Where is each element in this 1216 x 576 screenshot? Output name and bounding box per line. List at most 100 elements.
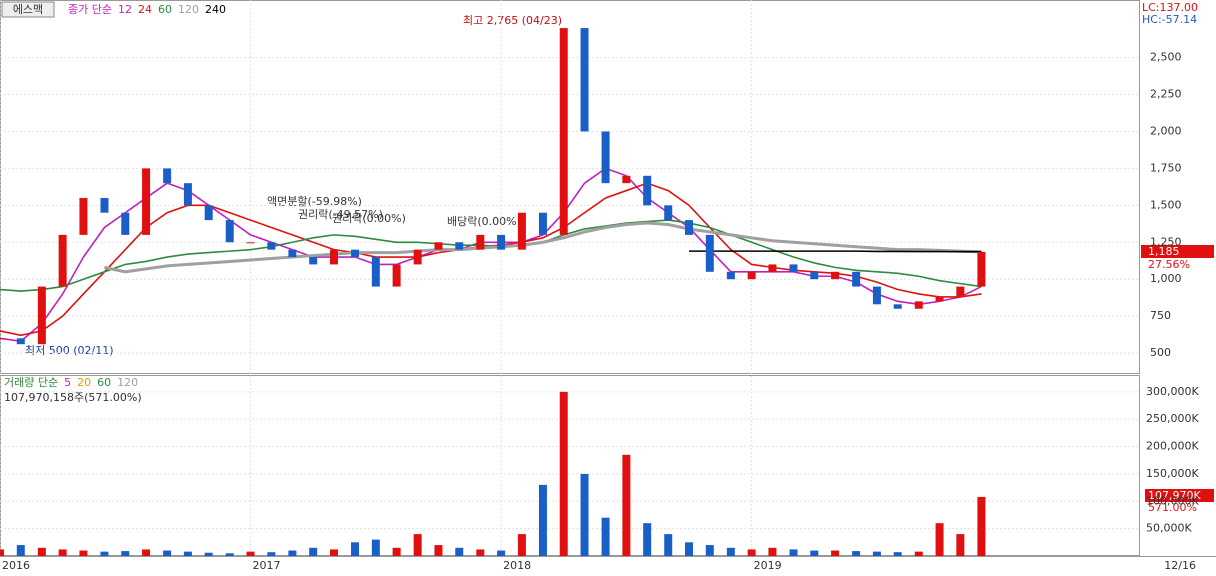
volume-summary: 107,970,158주(571.00%): [4, 391, 142, 404]
candle: [267, 242, 276, 250]
dividend-label: 배당락(0.00%): [447, 215, 521, 228]
candle: [204, 205, 213, 221]
candle: [497, 234, 506, 250]
y-tick-label: 1,250: [1150, 235, 1182, 248]
last-volume-change: 571.00%: [1148, 501, 1197, 514]
stock-name: 에스맥: [13, 3, 43, 16]
candle: [371, 257, 380, 287]
volume-bar: [329, 549, 338, 556]
volume-bar: [538, 484, 547, 556]
volume-tick-label: 300,000K: [1146, 385, 1199, 398]
y-tick-label: 2,500: [1150, 51, 1182, 64]
hc-label: HC:-57.14: [1142, 13, 1197, 26]
volume-bar: [789, 549, 798, 556]
candle: [559, 28, 568, 235]
volume-bar: [622, 454, 631, 556]
legend-entry: 12: [118, 3, 132, 16]
candle: [434, 242, 443, 250]
rights-label: 권리락(-49.57%): [298, 208, 383, 221]
volume-bar: [121, 551, 130, 556]
candle: [163, 168, 172, 184]
legend-entry: 120: [178, 3, 199, 16]
candle: [58, 234, 67, 287]
volume-bar: [225, 553, 234, 556]
split-label: 액면분할(-59.98%): [267, 195, 362, 208]
volume-bar: [664, 534, 673, 556]
candle: [538, 212, 547, 235]
volume-legend-entry: 5: [64, 376, 71, 389]
volume-bar: [580, 473, 589, 556]
volume-bar: [204, 552, 213, 556]
volume-legend-entry: 120: [117, 376, 138, 389]
candle: [329, 249, 338, 265]
volume-bar: [747, 549, 756, 556]
volume-bar: [37, 547, 46, 556]
volume-bar: [977, 496, 986, 556]
volume-legend: 거래량 단순: [4, 376, 58, 389]
low-label: 최저 500 (02/11): [25, 344, 114, 357]
rights2-label: 권리락(0.00%): [332, 212, 406, 225]
legend-entry: 60: [158, 3, 172, 16]
candle: [476, 234, 485, 250]
volume-bar: [768, 547, 777, 556]
volume-bar: [267, 552, 276, 556]
candle: [16, 338, 25, 345]
candle: [392, 264, 401, 287]
candle: [977, 251, 986, 287]
high-label: 최고 2,765 (04/23): [463, 14, 562, 27]
volume-tick-label: 150,000K: [1146, 467, 1199, 480]
y-tick-label: 1,750: [1150, 161, 1182, 174]
candle: [914, 301, 923, 309]
volume-bar: [852, 551, 861, 556]
candle: [831, 271, 840, 280]
candle: [685, 220, 694, 235]
volume-bar: [434, 545, 443, 556]
candle: [747, 271, 756, 280]
x-tick-label: 2019: [754, 559, 782, 572]
candle: [601, 131, 610, 184]
volume-bar: [79, 550, 88, 556]
volume-bar: [705, 545, 714, 556]
candle: [852, 271, 861, 287]
volume-bar: [643, 523, 652, 556]
volume-bar: [956, 534, 965, 556]
ma-line: [104, 221, 982, 274]
x-end-label: 12/16: [1164, 559, 1196, 572]
y-tick-label: 1,500: [1150, 198, 1182, 211]
y-tick-label: 500: [1150, 346, 1171, 359]
volume-bar: [559, 391, 568, 556]
last-volume-box: [1145, 489, 1214, 502]
candle: [789, 264, 798, 272]
candle: [183, 183, 192, 206]
volume-bar: [142, 549, 151, 556]
candle: [225, 220, 234, 243]
candle: [622, 175, 631, 184]
volume-legend-entry: 20: [77, 376, 91, 389]
last-price: 1,185: [1148, 245, 1180, 258]
volume-tick-label: 200,000K: [1146, 440, 1199, 453]
volume-bar: [685, 542, 694, 556]
volume-bar: [601, 517, 610, 556]
volume-bar: [100, 551, 109, 556]
candle: [100, 197, 109, 213]
volume-bar: [455, 547, 464, 556]
price-panel: [0, 0, 1140, 374]
candle: [142, 168, 151, 235]
candle: [121, 212, 130, 235]
stock-box[interactable]: [1, 1, 55, 18]
candle: [705, 234, 714, 272]
volume-bar: [16, 545, 25, 556]
volume-bar: [288, 550, 297, 556]
volume-bar: [872, 551, 881, 556]
last-change: 27.56%: [1148, 258, 1190, 271]
volume-bar: [914, 551, 923, 556]
price-legend: 종가 단순: [68, 3, 112, 16]
volume-bar: [392, 547, 401, 556]
volume-bar: [893, 552, 902, 556]
candle: [726, 271, 735, 280]
candle: [768, 264, 777, 272]
volume-bar: [309, 547, 318, 556]
y-tick-label: 750: [1150, 309, 1171, 322]
x-tick-label: 2016: [2, 559, 30, 572]
